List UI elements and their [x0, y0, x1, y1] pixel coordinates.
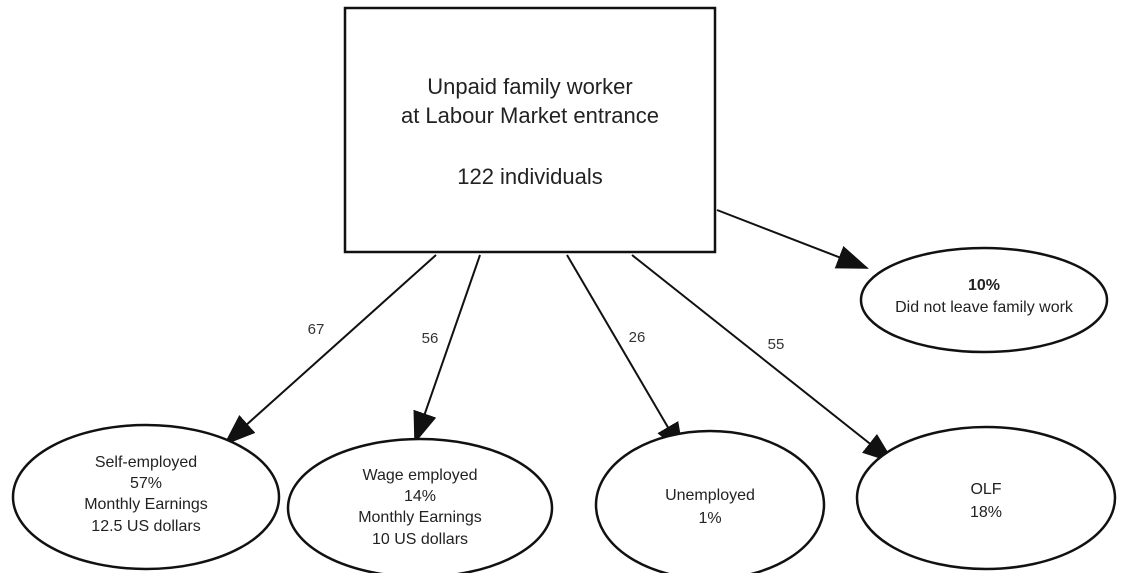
outcome-text: Monthly Earnings: [84, 496, 208, 513]
stay-text: Did not leave family work: [895, 299, 1074, 316]
outcome-node: [855, 425, 1117, 571]
outcome-node: [594, 429, 826, 573]
outcome-node: [286, 437, 554, 573]
outcome-text: 14%: [404, 488, 436, 505]
outcome-text: Wage employed: [362, 467, 477, 484]
arrow: [566, 254, 685, 455]
outcome-text: Unemployed: [665, 487, 755, 504]
stay-node: [859, 246, 1109, 354]
stay-text: 10%: [968, 277, 1000, 294]
root-text: at Labour Market entrance: [401, 103, 659, 128]
outcome-text: 12.5 US dollars: [91, 518, 200, 535]
arrow: [223, 254, 437, 446]
arrow: [716, 209, 869, 269]
edge-label: 67: [308, 321, 325, 338]
outcomes: 67 56 26 55 Self-employed 57% Monthly Earnings…: [11, 254, 1117, 573]
outcome-node: [11, 423, 281, 571]
arrow: [413, 254, 481, 444]
outcome-text: 57%: [130, 475, 162, 492]
outcome-text: Self-employed: [95, 454, 197, 471]
outcome-text: 10 US dollars: [372, 531, 468, 548]
edge-label: 56: [422, 330, 439, 347]
outcome-text: 1%: [698, 510, 721, 527]
edge-label: 55: [768, 336, 785, 353]
edge-label: 26: [629, 329, 646, 346]
root-text: Unpaid family worker: [427, 74, 632, 99]
root-text: 122 individuals: [457, 164, 603, 189]
arrow: [631, 254, 895, 464]
outcome-text: OLF: [970, 481, 1001, 498]
root-box: [343, 6, 717, 254]
outcome-text: Monthly Earnings: [358, 509, 482, 526]
outcome-text: 18%: [970, 504, 1002, 521]
